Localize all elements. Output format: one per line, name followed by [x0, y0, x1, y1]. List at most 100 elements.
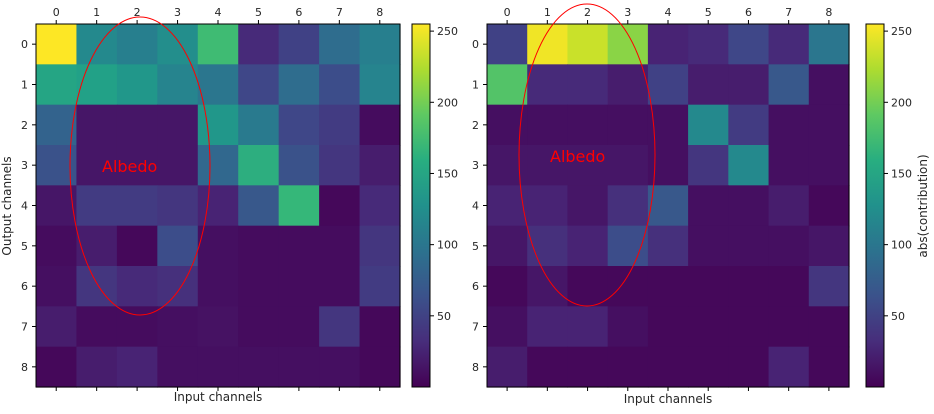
heatmap-cell	[728, 64, 770, 106]
heatmap-cell	[768, 185, 810, 227]
x-tick-label: 6	[745, 6, 752, 19]
heatmap-cell	[238, 225, 280, 267]
x-tick-label: 3	[624, 6, 631, 19]
heatmap-cell	[278, 185, 320, 227]
y-tick-label: 4	[21, 200, 28, 213]
x-tick-label: 4	[215, 6, 222, 19]
heatmap-cell	[359, 104, 401, 146]
x-tick-label: 7	[336, 6, 343, 19]
heatmap-cell	[238, 104, 280, 146]
x-tick-label: 5	[255, 6, 262, 19]
heatmap-cell	[197, 64, 239, 106]
heatmap-cell	[36, 145, 78, 186]
heatmap-cell	[76, 104, 118, 146]
x-tick-label: 4	[665, 6, 672, 19]
heatmap-cell	[607, 225, 649, 267]
heatmap-cell	[647, 266, 689, 307]
heatmap-cell	[487, 225, 528, 267]
x-axis-label: Input channels	[624, 392, 713, 406]
heatmap-cell	[647, 24, 689, 65]
heatmap-cell	[688, 64, 729, 106]
heatmap-cell	[36, 266, 78, 307]
heatmap-cell	[567, 306, 609, 348]
x-axis-label: Input channels	[174, 390, 263, 404]
heatmap-cell	[116, 185, 158, 227]
y-tick-label: 1	[472, 79, 479, 92]
heatmap-cell	[728, 145, 770, 186]
heatmap-cell	[607, 104, 649, 146]
albedo-ellipse	[518, 3, 656, 307]
y-tick-label: 7	[472, 321, 479, 334]
albedo-label: Albedo	[102, 157, 157, 176]
heatmap-cell	[157, 24, 199, 65]
heatmap-cell	[76, 64, 118, 106]
heatmap-cell	[36, 185, 78, 227]
heatmap-cell	[157, 64, 199, 106]
heatmap-cell	[76, 185, 118, 227]
heatmap-cell	[527, 64, 569, 106]
heatmap-cell	[768, 346, 810, 388]
left-heatmap-panel: 0 1 2 3 4 5 6 7 8 0 1 2 3 4 5 6 7 8 Input channels Outpu…	[0, 6, 458, 404]
heatmap-cell	[688, 185, 729, 227]
heatmap-cell	[116, 104, 158, 146]
heatmap-cell	[527, 225, 569, 267]
x-tick-label: 7	[785, 6, 792, 19]
x-tick-label: 0	[504, 6, 511, 19]
colorbar	[411, 23, 431, 388]
x-tick-label: 2	[584, 6, 591, 19]
heatmap-cell	[487, 306, 528, 348]
heatmap-cell	[607, 346, 649, 388]
heatmap-cell	[319, 225, 361, 267]
heatmap-cell	[808, 225, 850, 267]
y-tick-label: 2	[21, 119, 28, 132]
heatmap-cell	[647, 64, 689, 106]
y-tick-labels: 0 1 2 3 4 5 6 7 8	[472, 38, 487, 374]
colorbar-tick-label: 250	[437, 25, 458, 38]
heatmap-cell	[607, 64, 649, 106]
heatmap-cell	[527, 24, 569, 65]
x-tick-label: 1	[544, 6, 551, 19]
heatmap-cell	[197, 225, 239, 267]
heatmap-cell	[768, 24, 810, 65]
heatmap-cell	[567, 104, 609, 146]
heatmap-cell	[359, 346, 401, 388]
heatmap-cell	[688, 346, 729, 388]
heatmap-cell	[319, 64, 361, 106]
heatmap-cell	[527, 266, 569, 307]
heatmap-cell	[238, 266, 280, 307]
colorbar-tick-label: 250	[891, 25, 912, 38]
right-heatmap-panel: 0 1 2 3 4 5 6 7 8 0 1 2 3 4 5 6 7 8 Input channels Albed…	[472, 3, 930, 406]
y-tick-label: 1	[21, 79, 28, 92]
heatmap-cell	[238, 64, 280, 106]
heatmap-cell	[116, 346, 158, 388]
heatmap-cell	[76, 346, 118, 388]
albedo-ellipse	[69, 16, 211, 316]
colorbar-tick-label: 150	[891, 167, 912, 180]
heatmap-cells	[36, 24, 401, 388]
heatmap-cell	[487, 145, 528, 186]
y-tick-label: 7	[21, 321, 28, 334]
heatmap-cell	[728, 266, 770, 307]
heatmap-cell	[768, 306, 810, 348]
heatmap-cell	[527, 346, 569, 388]
heatmap-cell	[157, 225, 199, 267]
heatmap-cell	[567, 346, 609, 388]
y-axis-label: Output channels	[0, 156, 14, 255]
y-tick-labels: 0 1 2 3 4 5 6 7 8	[21, 38, 36, 374]
heatmap-cell	[359, 24, 401, 65]
heatmap-cell	[76, 266, 118, 307]
colorbar-label: abs(contribution)	[916, 154, 930, 257]
heatmap-cell	[238, 185, 280, 227]
heatmap-cell	[36, 104, 78, 146]
heatmap-cell	[808, 306, 850, 348]
colorbar	[865, 23, 885, 388]
heatmap-cell	[116, 145, 158, 186]
x-tick-label: 8	[825, 6, 832, 19]
heatmap-cell	[647, 306, 689, 348]
heatmap-cell	[808, 64, 850, 106]
heatmap-cell	[487, 346, 528, 388]
heatmap-cell	[728, 185, 770, 227]
heatmap-cell	[647, 346, 689, 388]
heatmap-cell	[197, 185, 239, 227]
colorbar-ticks: 50 100 150 200 250	[430, 25, 458, 323]
